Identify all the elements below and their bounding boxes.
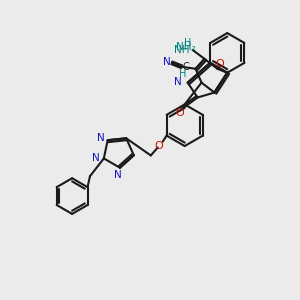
Text: O: O xyxy=(154,140,163,151)
Text: NH₂: NH₂ xyxy=(176,42,196,52)
Text: N: N xyxy=(163,57,171,67)
Text: C: C xyxy=(182,62,189,72)
Text: N: N xyxy=(97,133,105,143)
Text: H: H xyxy=(179,69,186,79)
Text: H: H xyxy=(184,38,191,48)
Text: NH: NH xyxy=(174,45,190,55)
Text: O: O xyxy=(175,108,184,118)
Text: O: O xyxy=(215,59,224,69)
Text: N: N xyxy=(174,76,182,87)
Text: N: N xyxy=(92,153,100,164)
Text: N: N xyxy=(114,170,122,180)
